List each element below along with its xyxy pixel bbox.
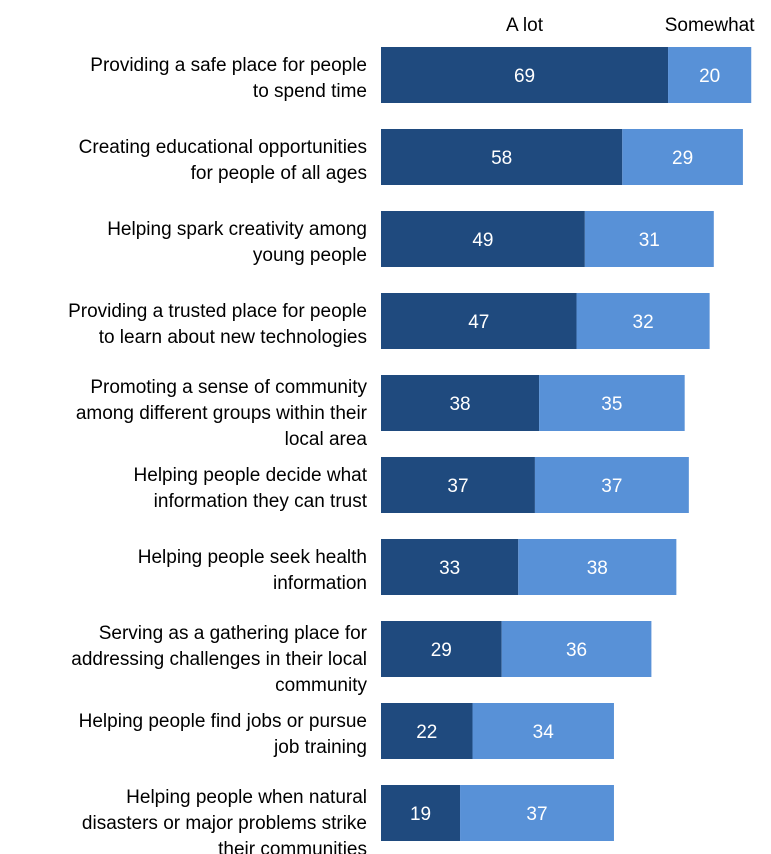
data-label-a-lot: 19 xyxy=(410,804,431,825)
category-label: Providing a trusted place for people to l… xyxy=(68,301,367,348)
bar-a-lot xyxy=(381,47,669,103)
category-label: Serving as a gathering place for addressi… xyxy=(71,623,367,696)
category-labels: Providing a safe place for people to spen… xyxy=(68,55,368,854)
category-label-line: Creating educational opportunities xyxy=(79,137,367,158)
category-label: Helping spark creativity among young peop… xyxy=(107,219,367,266)
category-label: Helping people decide what information th… xyxy=(134,465,368,512)
data-label-a-lot: 37 xyxy=(447,476,468,497)
category-label-line: their communities xyxy=(218,839,367,854)
data-labels: 69 20 58 29 49 31 47 32 38 35 37 37 33 38 29 36 22 34 19 37 xyxy=(410,66,720,825)
bar-a-lot xyxy=(381,621,502,677)
category-label-line: among different groups within their xyxy=(76,403,368,424)
category-label-line: Providing a trusted place for people xyxy=(68,301,367,322)
legend-a-lot: A lot xyxy=(506,15,544,36)
legend: A lot Somewhat xyxy=(506,15,755,36)
category-label-line: addressing challenges in their local xyxy=(71,649,367,670)
data-label-somewhat: 37 xyxy=(526,804,547,825)
bar-somewhat xyxy=(622,129,743,185)
data-label-somewhat: 32 xyxy=(633,312,654,333)
category-label-line: information they can trust xyxy=(154,491,368,512)
legend-somewhat: Somewhat xyxy=(665,15,755,36)
bar-a-lot xyxy=(381,457,535,513)
category-label-line: for people of all ages xyxy=(191,163,367,184)
bar-a-lot xyxy=(381,785,461,841)
bar-somewhat xyxy=(472,703,614,759)
bar-somewhat xyxy=(534,457,689,513)
category-label: Providing a safe place for people to spen… xyxy=(90,55,367,102)
data-label-somewhat: 31 xyxy=(639,230,660,251)
category-label-line: job training xyxy=(273,737,367,758)
category-label: Helping people find jobs or pursue job tr… xyxy=(79,711,367,758)
category-label-line: to spend time xyxy=(253,81,367,102)
category-label: Helping people seek health information xyxy=(138,547,367,594)
category-label-line: disasters or major problems strike xyxy=(82,813,367,834)
data-label-a-lot: 47 xyxy=(468,312,489,333)
data-label-a-lot: 69 xyxy=(514,66,535,87)
category-label-line: young people xyxy=(253,245,367,266)
category-label-line: local area xyxy=(285,429,368,450)
data-label-somewhat: 35 xyxy=(601,394,622,415)
data-label-a-lot: 29 xyxy=(431,640,452,661)
category-label-line: Helping people when natural xyxy=(126,787,367,808)
category-label-line: Helping spark creativity among xyxy=(107,219,367,240)
bar-somewhat xyxy=(460,785,614,841)
bar-somewhat xyxy=(576,293,710,349)
bar-a-lot xyxy=(381,375,540,431)
bar-somewhat xyxy=(518,539,677,595)
category-label-line: Helping people find jobs or pursue xyxy=(79,711,367,732)
data-label-a-lot: 22 xyxy=(416,722,437,743)
data-label-somewhat: 36 xyxy=(566,640,587,661)
data-label-somewhat: 34 xyxy=(533,722,555,743)
category-label: Promoting a sense of community among diff… xyxy=(76,377,368,450)
category-label-line: Helping people seek health xyxy=(138,547,367,568)
bar-a-lot xyxy=(381,211,585,267)
data-label-somewhat: 37 xyxy=(601,476,622,497)
bar-a-lot xyxy=(381,293,577,349)
category-label-line: to learn about new technologies xyxy=(99,327,367,348)
bar-a-lot xyxy=(381,703,473,759)
bar-a-lot xyxy=(381,539,519,595)
bar-somewhat xyxy=(584,211,714,267)
category-label-line: Promoting a sense of community xyxy=(90,377,367,398)
category-label-line: information xyxy=(273,573,367,594)
data-label-somewhat: 29 xyxy=(672,148,693,169)
category-label-line: community xyxy=(275,675,367,696)
bar-somewhat xyxy=(668,47,752,103)
category-label-line: Helping people decide what xyxy=(134,465,368,486)
data-label-a-lot: 58 xyxy=(491,148,512,169)
data-label-a-lot: 49 xyxy=(472,230,493,251)
category-label: Creating educational opportunities for pe… xyxy=(79,137,367,184)
category-label: Helping people when natural disasters or … xyxy=(82,787,367,854)
bar-somewhat xyxy=(539,375,685,431)
data-label-somewhat: 38 xyxy=(587,558,608,579)
category-label-line: Serving as a gathering place for xyxy=(99,623,368,644)
bar-somewhat xyxy=(501,621,652,677)
data-label-a-lot: 38 xyxy=(449,394,470,415)
category-label-line: Providing a safe place for people xyxy=(90,55,367,76)
data-label-somewhat: 20 xyxy=(699,66,720,87)
bar-a-lot xyxy=(381,129,623,185)
bars xyxy=(381,47,752,841)
data-label-a-lot: 33 xyxy=(439,558,460,579)
